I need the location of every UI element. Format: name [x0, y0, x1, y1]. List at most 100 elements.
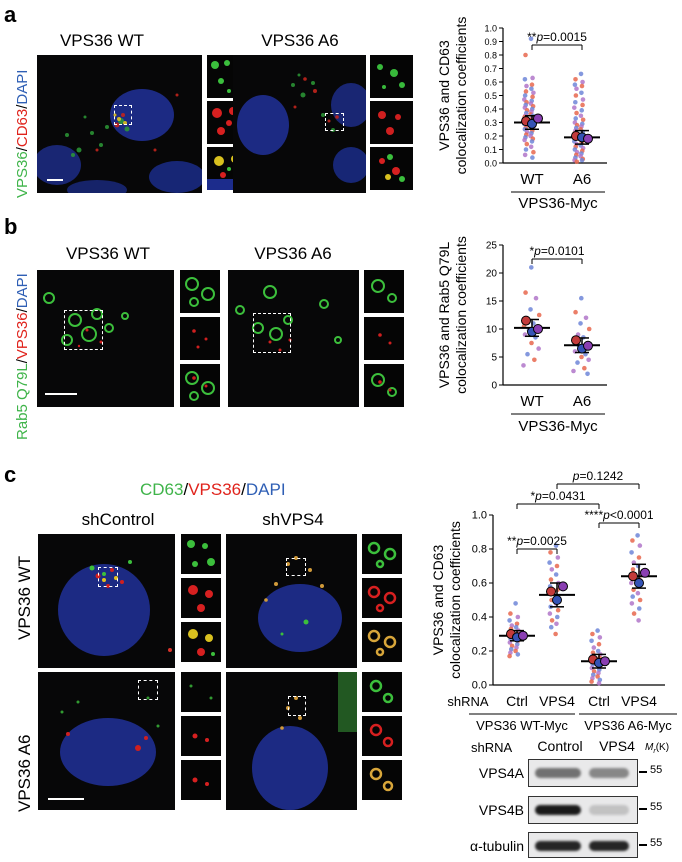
chart-b-point-0-4 — [536, 312, 542, 318]
chart-b-rep-0-2 — [533, 324, 543, 334]
panel-c-image-a6-control — [38, 672, 175, 810]
chart-c-annot-0-p: p — [515, 534, 523, 548]
chart-a-point-1-2 — [580, 79, 585, 85]
chart-a-ytick-label-1: 0.1 — [484, 145, 497, 155]
chart-c-point-3-2 — [637, 543, 643, 548]
western-mr-sub: r — [653, 748, 656, 755]
chart-a-point-1-4 — [579, 83, 585, 89]
chart-c-point-3-18 — [636, 606, 642, 611]
chart-c-xlabel-2: Ctrl — [588, 693, 610, 709]
chart-c-point-1-18 — [554, 614, 560, 620]
panel-a-roi-a6 — [325, 113, 344, 131]
panel-b-stain-segment-1: / — [14, 359, 31, 364]
western-row-0 — [528, 759, 638, 787]
chart-b-ytick-label-4: 20 — [486, 269, 498, 280]
panel-c-roi-a6-vps4 — [288, 696, 306, 716]
panel-c-chart: 0.0 0.2 0.4 0.6 0.8 1.0 VPS36 and CD63 colocali… — [430, 469, 677, 733]
chart-c-xlabel-3: VPS4 — [621, 693, 657, 709]
chart-c-point-1-17 — [547, 611, 553, 616]
chart-c-point-2-25 — [589, 679, 594, 684]
chart-a-point-0-50 — [528, 144, 534, 150]
chart-c-point-1-4 — [554, 563, 560, 569]
chart-c-point-1-5 — [549, 567, 555, 572]
panel-c-thumb-wt-vps4-red — [362, 578, 402, 618]
chart-a-ytick-label-5: 0.5 — [484, 91, 497, 101]
panel-b-thumb-wt-green — [180, 270, 220, 313]
chart-c-ytick-label-5: 1.0 — [472, 510, 487, 522]
chart-c-point-1-0 — [553, 543, 559, 548]
chart-b-ytick-label-1: 5 — [491, 353, 497, 364]
chart-c-annot-1-value: <0.0001 — [610, 508, 654, 522]
chart-c-point-0-6 — [513, 624, 519, 630]
chart-a-annot-p: p — [535, 30, 543, 44]
western-row-label-2: α-tubulin — [469, 838, 524, 854]
western-mr-label: Mr(K) — [645, 742, 669, 755]
chart-c-xlabel-1: VPS4 — [539, 693, 575, 709]
panel-c-stain-header: CD63/VPS36/DAPI — [140, 480, 286, 500]
chart-c-point-0-1 — [508, 611, 513, 616]
panel-c-image-wt-vps4 — [226, 534, 357, 668]
chart-a-point-0-3 — [522, 77, 528, 82]
western-band-2-0 — [535, 841, 581, 851]
panel-a-letter: a — [4, 2, 17, 27]
chart-a-ylabel: VPS36 and CD63 colocalization coefficient… — [436, 17, 469, 175]
chart-b-rep-1-0 — [571, 335, 581, 346]
panel-c-thumb-wt-control-merge — [181, 622, 221, 662]
panel-c-letter: c — [4, 462, 17, 487]
chart-c-point-2-6 — [595, 648, 601, 654]
chart-c-point-3-11 — [629, 580, 634, 586]
chart-c-point-3-19 — [631, 611, 637, 616]
chart-c-point-1-2 — [555, 555, 561, 560]
chart-c-point-3-4 — [636, 555, 642, 560]
panel-b-stain-segment-0: Rab5 Q79L — [14, 363, 31, 440]
panel-a-thumb-a6-red — [370, 101, 413, 144]
chart-c-annot-2-value: =0.0431 — [542, 489, 586, 503]
panel-a-title-a6: VPS36 A6 — [261, 31, 339, 50]
western-band-2-1 — [589, 841, 629, 851]
panel-a-image-a6 — [233, 55, 366, 193]
chart-b-point-1-18 — [585, 371, 590, 377]
panel-c-stain-segment-4: DAPI — [245, 480, 286, 499]
chart-c-point-2-5 — [591, 645, 597, 650]
chart-b-ytick-label-2: 10 — [486, 325, 498, 336]
panel-c-scalebar — [48, 798, 84, 800]
panel-b-thumb-a6-merge — [364, 364, 404, 407]
panel-a-stain-segment-1: / — [14, 147, 31, 152]
chart-a-point-0-52 — [531, 149, 536, 155]
chart-c-point-1-20 — [554, 621, 559, 627]
chart-a-point-0-53 — [522, 152, 528, 158]
chart-c-annot-2-label: *p=0.0431 — [530, 489, 585, 503]
chart-b-point-0-17 — [521, 363, 526, 368]
panel-c-thumb-wt-vps4-green — [362, 534, 402, 574]
panel-b-image-wt — [37, 270, 174, 407]
chart-b-xlabel-0: WT — [520, 393, 543, 410]
western-mr-symbol: M — [645, 742, 654, 753]
panel-c-thumb-wt-control-green — [181, 534, 221, 574]
chart-a-point-0-51 — [523, 147, 529, 152]
panel-a-thumb-a6-green — [370, 55, 413, 98]
chart-a-point-1-48 — [579, 158, 585, 163]
panel-c-thumb-a6-vps4-green — [362, 672, 402, 712]
chart-a-point-1-14 — [578, 113, 584, 119]
chart-c-point-2-2 — [597, 635, 603, 640]
chart-a-ytick-label-8: 0.8 — [484, 51, 497, 61]
chart-c-rep-1-0 — [546, 586, 556, 597]
chart-c-annot-1-p: p — [602, 508, 610, 522]
western-mw-1: 55 — [650, 801, 663, 813]
chart-b-point-1-0 — [579, 295, 584, 301]
chart-c-point-3-16 — [637, 597, 643, 603]
panel-b-stain-label: Rab5 Q79L/VPS36/DAPI — [14, 273, 31, 440]
panel-c-col-control: shControl — [81, 510, 155, 529]
panel-c-stain-segment-0: CD63 — [140, 480, 184, 499]
panel-b-letter: b — [4, 214, 18, 239]
chart-b-point-0-13 — [529, 340, 534, 346]
chart-c-annot-1-stars: **** — [584, 508, 603, 522]
chart-a-ytick-label-7: 0.7 — [484, 64, 497, 74]
chart-c-point-2-3 — [589, 638, 594, 644]
panel-b-stain-segment-3: / — [14, 308, 31, 313]
chart-c-rep-3-1 — [634, 578, 644, 588]
panel-c-image-wt-control — [38, 534, 175, 668]
chart-c-ytick-label-0: 0.0 — [472, 680, 487, 692]
western-mw-tick-2 — [639, 844, 647, 846]
chart-c-point-2-0 — [595, 628, 600, 633]
